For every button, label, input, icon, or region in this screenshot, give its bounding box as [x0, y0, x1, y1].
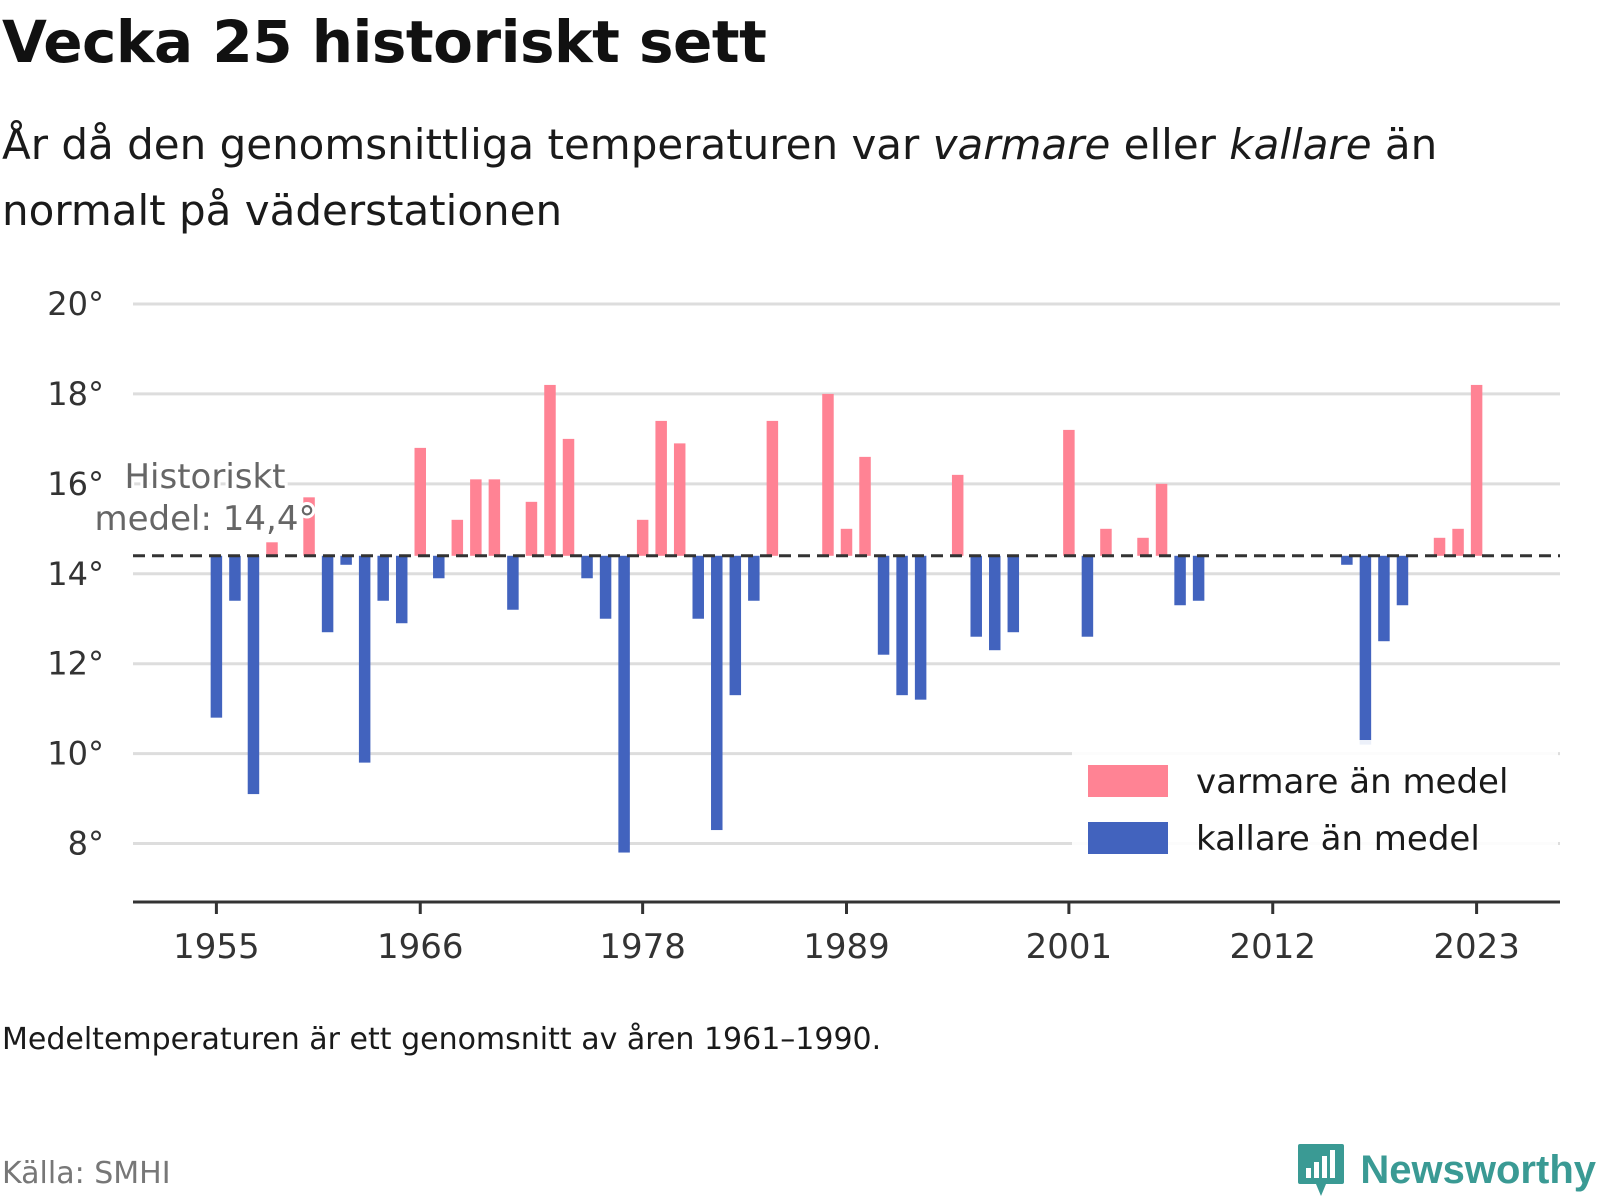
subtitle: År då den genomsnittliga temperaturen va… [2, 112, 1562, 244]
bar-cold [618, 555, 630, 853]
bar-warm [544, 384, 556, 556]
bar-cold [340, 555, 352, 565]
y-axis-ticks: 8° 10° 12° 14° 16° 18° 20° [47, 290, 104, 863]
bar-warm [859, 456, 871, 556]
subtitle-part-3: än normalt på väderstationen [2, 120, 1438, 235]
bar-warm [1063, 429, 1075, 556]
page-title: Vecka 25 historiskt sett [2, 8, 767, 76]
bar-cold [229, 555, 241, 601]
grid-lines [133, 302, 1560, 846]
temperature-bar-chart: 8° 10° 12° 14° 16° 18° 20° Historiskt medel: 1… [47, 290, 1560, 967]
bar-warm [525, 501, 538, 556]
subtitle-part-2: eller [1110, 120, 1230, 169]
bar-cold [1341, 555, 1353, 565]
bar-warm [822, 393, 834, 556]
y-tick-label: 18° [47, 375, 104, 413]
bar-cold [1081, 555, 1094, 637]
bar-warm [1137, 537, 1149, 556]
bar-warm [1155, 483, 1168, 556]
x-tick-label: 1978 [599, 927, 686, 967]
x-axis-ticks: 1955 1966 1978 1989 2001 2012 2023 [173, 902, 1520, 967]
bar-cold [581, 555, 593, 579]
bar-cold [711, 555, 723, 831]
x-tick-label: 1955 [173, 927, 260, 967]
bar-warm [673, 443, 686, 556]
bar-cold [395, 555, 408, 624]
legend-swatch-cold [1088, 822, 1168, 854]
bar-cold [358, 555, 371, 763]
bar-cold [748, 555, 760, 601]
bar-cold [914, 555, 927, 700]
y-tick-label: 14° [47, 555, 104, 593]
bar-warm [655, 420, 667, 556]
y-tick-label: 8° [68, 825, 104, 863]
bar-cold [1378, 555, 1390, 642]
legend: varmare än medel kallare än medel [1072, 740, 1558, 875]
x-tick-label: 2001 [1026, 927, 1113, 967]
bar-cold [970, 555, 982, 637]
x-tick-label: 1989 [803, 927, 890, 967]
x-tick-label: 1966 [377, 927, 464, 967]
bar-warm [562, 438, 575, 556]
bar-warm [303, 497, 315, 556]
legend-label-cold: kallare än medel [1196, 819, 1480, 859]
source-credit: Källa: SMHI [2, 1156, 171, 1191]
legend-swatch-warm [1088, 765, 1168, 797]
y-tick-label: 16° [47, 465, 104, 503]
bar-warm [266, 542, 278, 556]
brand-logo: Newsworthy [1296, 1140, 1596, 1200]
bar-warm [766, 420, 779, 556]
y-tick-label: 20° [47, 290, 104, 323]
bar-cold [1396, 555, 1409, 606]
bar-warm [1433, 537, 1446, 556]
bar-cold [433, 555, 445, 579]
bar-warm [951, 474, 964, 556]
bar-cold [877, 555, 890, 655]
bar-cold [1174, 555, 1186, 606]
bar-cold [377, 555, 389, 601]
bar-cold [989, 555, 1001, 651]
baseline-label-line-1: Historiskt [124, 457, 285, 497]
bar-warm [470, 479, 482, 556]
bar-warm [1470, 384, 1483, 556]
baseline-label-line-2: medel: 14,4° [95, 499, 316, 539]
bar-warm [488, 479, 501, 556]
subtitle-warm-word: varmare [932, 120, 1111, 169]
bar-warm [1100, 528, 1112, 556]
x-tick-label: 2023 [1433, 927, 1520, 967]
bar-cold [321, 555, 334, 633]
footnote: Medeltemperaturen är ett genomsnitt av å… [2, 1022, 882, 1057]
subtitle-cold-word: kallare [1229, 120, 1372, 169]
bar-warm [840, 528, 853, 556]
bar-warm [636, 519, 649, 556]
bars [210, 384, 1483, 853]
bar-cold [507, 555, 519, 610]
bar-cold [1359, 555, 1372, 745]
y-tick-label: 10° [47, 735, 104, 773]
brand-name: Newsworthy [1360, 1147, 1596, 1192]
bar-warm [451, 519, 464, 556]
bar-cold [896, 555, 908, 696]
bar-cold [210, 555, 223, 718]
y-tick-label: 12° [47, 645, 104, 683]
x-tick-label: 2012 [1229, 927, 1316, 967]
bar-cold [692, 555, 704, 619]
bar-cold [729, 555, 742, 696]
subtitle-part-1: År då den genomsnittliga temperaturen va… [2, 120, 933, 169]
legend-label-warm: varmare än medel [1196, 762, 1508, 802]
bar-chart-speech-icon [1298, 1144, 1345, 1196]
bar-cold [247, 555, 260, 795]
bar-cold [1192, 555, 1205, 601]
bar-cold [599, 555, 612, 619]
bar-warm [414, 447, 426, 556]
bar-warm [1452, 528, 1464, 556]
bar-cold [1007, 555, 1020, 633]
